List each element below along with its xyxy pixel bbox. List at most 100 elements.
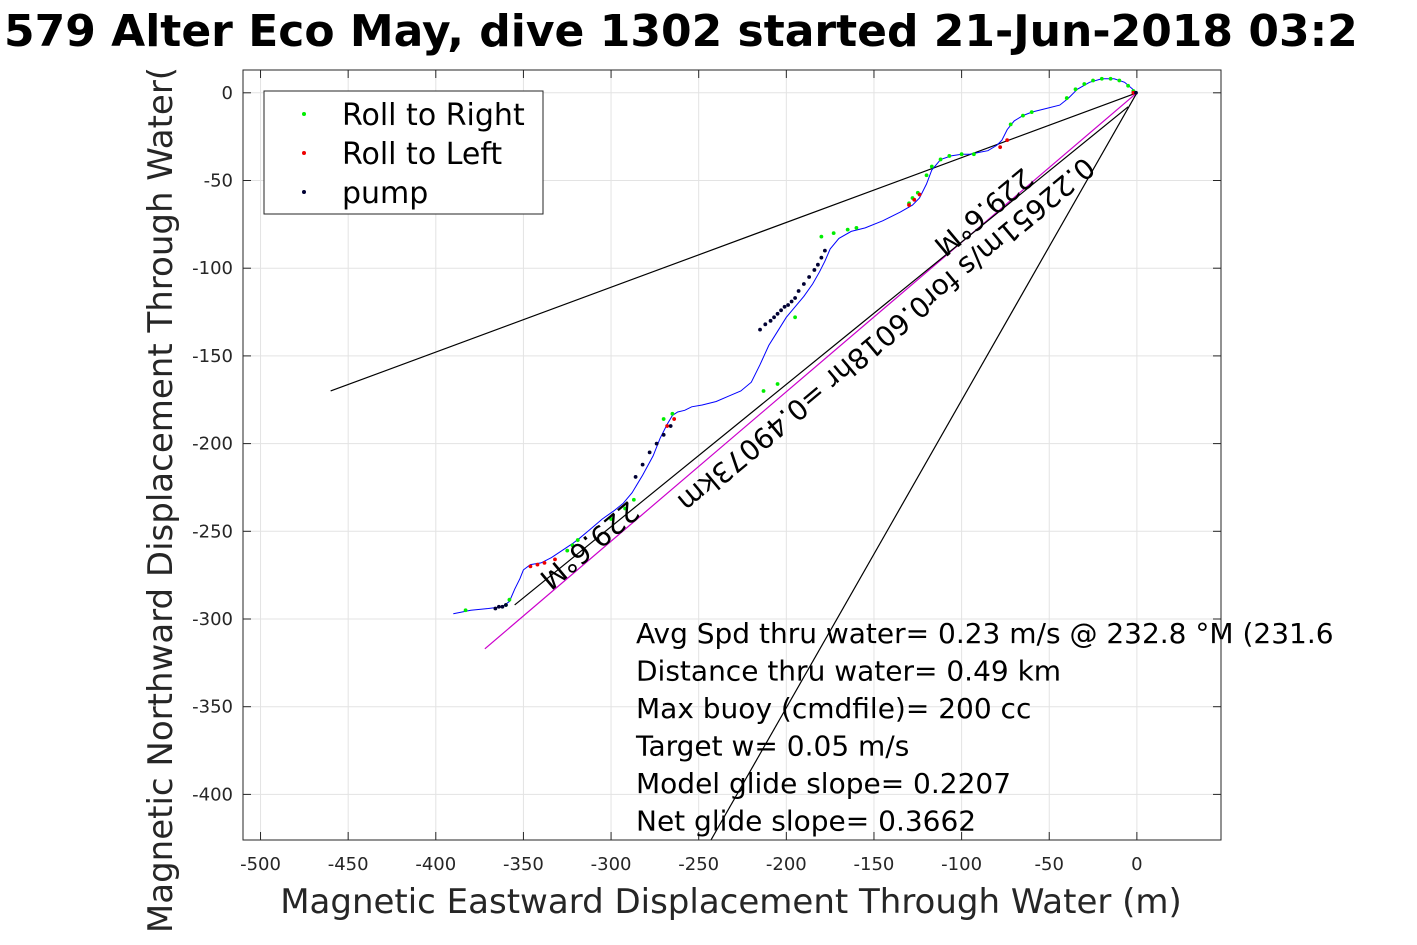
pump-point: [640, 462, 645, 467]
annotation-line: Max buoy (cmdfile)= 200 cc: [636, 692, 1031, 725]
roll-right-point: [463, 608, 468, 613]
plot-frame: [242, 69, 1222, 841]
pump-point: [504, 603, 508, 607]
annotation-line: Avg Spd thru water= 0.23 m/s @ 232.8 °M …: [636, 617, 1334, 650]
pump-point: [793, 296, 797, 300]
chart-title: 579 Alter Eco May, dive 1302 started 21-…: [4, 6, 1358, 57]
pump-point: [819, 255, 824, 260]
roll-right-point: [947, 154, 952, 158]
y-tick-label: -300: [192, 609, 233, 630]
roll-left-point: [907, 203, 911, 207]
reference-line: [330, 92, 1138, 392]
roll-right-point: [775, 382, 780, 386]
roll-left-point: [528, 564, 533, 569]
pump-point: [661, 432, 666, 437]
pump-point: [796, 289, 801, 293]
roll-right-point: [670, 411, 675, 416]
pump-point: [782, 304, 787, 309]
legend-marker: [302, 112, 306, 116]
pump-point: [822, 248, 827, 253]
x-tick-label: -350: [503, 854, 544, 875]
pump-point: [812, 268, 817, 272]
legend-label: pump: [342, 176, 428, 211]
roll-right-point: [661, 417, 666, 421]
annotation-line: Distance thru water= 0.49 km: [636, 655, 1061, 688]
roll-right-point: [609, 517, 613, 521]
roll-left-point: [672, 417, 677, 421]
roll-right-point: [1008, 122, 1013, 127]
pump-point: [768, 318, 773, 323]
annotation-line: Net glide slope= 0.3662: [636, 805, 976, 838]
annotation-line: Target w= 0.05 m/s: [635, 730, 909, 763]
annotation-line: Model glide slope= 0.2207: [636, 767, 1011, 800]
x-tick-label: -50: [1035, 854, 1064, 875]
x-tick-labels: -500 -450 -400 -350 -300 -250 -200 -150 -100 -50 0: [240, 854, 1143, 875]
x-tick-label: 0: [1131, 854, 1142, 875]
roll-right-point: [1099, 76, 1104, 81]
roll-right-point: [570, 543, 575, 548]
roll-left-point: [553, 557, 557, 562]
grid: [243, 70, 1221, 840]
reference-line: [514, 106, 1129, 606]
roll-left-point: [535, 562, 540, 567]
roll-right-point: [1073, 87, 1078, 92]
legend-marker: [302, 151, 306, 155]
roll-right-point: [854, 225, 859, 230]
pump-point: [668, 424, 673, 428]
roll-right-point: [959, 152, 964, 157]
x-tick-label: -300: [591, 854, 632, 875]
roll-left-point: [912, 197, 917, 202]
roll-left-point: [917, 192, 922, 197]
y-tick-label: -50: [204, 171, 233, 192]
roll-left-point: [1131, 90, 1136, 95]
roll-right-point: [1126, 83, 1131, 88]
roll-left-point: [1005, 138, 1010, 143]
legend-marker: [302, 190, 306, 194]
y-tick-label: -150: [192, 346, 233, 367]
roll-left-point: [998, 145, 1003, 150]
roll-right-point: [1029, 110, 1034, 114]
pump-point: [496, 604, 501, 609]
x-tick-label: -200: [766, 854, 807, 875]
pump-point: [493, 606, 498, 611]
pump-point: [654, 441, 659, 446]
y-tick-label: -100: [192, 258, 233, 279]
pump-point: [807, 275, 812, 279]
x-axis-label: Magnetic Eastward Displacement Through W…: [280, 882, 1182, 922]
roll-right-point: [623, 506, 627, 511]
roll-right-point: [1064, 96, 1069, 100]
y-tick-label: -400: [192, 784, 233, 805]
pump-point: [647, 450, 652, 455]
y-tick-label: 0: [222, 83, 233, 104]
reference-line: [484, 92, 1138, 650]
roll-right-point: [819, 234, 824, 239]
y-axis-label: Magnetic Northward Displacement Through …: [141, 67, 181, 933]
reference-lines: [330, 92, 1138, 840]
pump-point: [758, 327, 762, 332]
y-tick-label: -250: [192, 521, 233, 542]
y-tick-labels: 0 -50 -100 -150 -200 -250 -300 -350 -400: [192, 83, 233, 806]
y-tick-label: -200: [192, 434, 233, 455]
roll-left-point: [542, 560, 547, 565]
roll-right-point: [929, 164, 934, 169]
roll-right-point: [831, 231, 836, 236]
points: [463, 76, 1138, 613]
x-tick-label: -400: [415, 854, 456, 875]
roll-right-point: [507, 597, 512, 602]
roll-right-point: [938, 157, 943, 162]
y-tick-label: -350: [192, 697, 233, 718]
pump-point: [1134, 90, 1138, 95]
roll-right-point: [575, 538, 580, 542]
roll-right-point: [971, 152, 976, 157]
roll-right-point: [631, 497, 636, 502]
pump-point: [786, 303, 790, 307]
x-tick-label: -500: [240, 854, 281, 875]
x-tick-label: -250: [678, 854, 719, 875]
roll-right-point: [565, 548, 570, 553]
pump-point: [775, 311, 780, 316]
roll-right-point: [1021, 113, 1025, 118]
pump-point: [763, 322, 768, 327]
x-tick-label: -100: [941, 854, 982, 875]
pump-point: [789, 299, 794, 304]
reference-line: [710, 92, 1138, 840]
